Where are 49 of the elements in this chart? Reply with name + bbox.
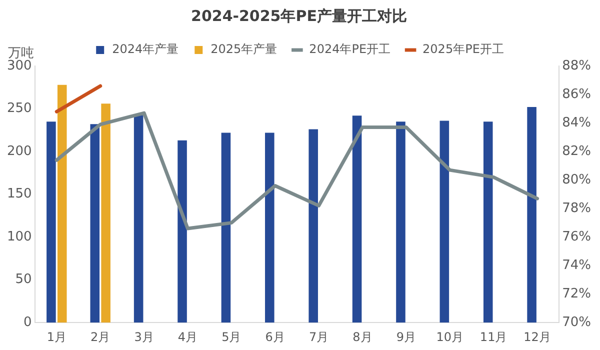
bar	[178, 140, 187, 323]
bar	[396, 122, 406, 323]
bar	[134, 114, 144, 323]
legend-label: 2025年产量	[210, 42, 278, 56]
x-tick-label: 9月	[396, 330, 416, 344]
x-tick-label: 1月	[46, 330, 66, 344]
x-tick-label: 2月	[90, 330, 110, 344]
bar	[308, 129, 318, 323]
y-axis-title: 万吨	[8, 46, 34, 61]
bar	[440, 120, 450, 323]
x-tick-label: 11月	[480, 330, 508, 344]
y-tick-label: 0	[24, 314, 32, 330]
y2-tick-label: 72%	[562, 286, 592, 302]
bar	[352, 116, 362, 323]
y2-tick-label: 88%	[562, 58, 592, 74]
x-tick-label: 7月	[308, 330, 329, 344]
y-tick-label: 150	[6, 186, 32, 202]
y2-tick-label: 80%	[562, 172, 592, 188]
y-tick-label: 300	[6, 58, 32, 74]
y2-tick-label: 78%	[562, 200, 592, 216]
bar	[57, 84, 67, 323]
y-tick-label: 250	[6, 101, 32, 116]
x-tick-label: 12月	[524, 330, 551, 344]
bar	[101, 104, 110, 323]
legend-label: 2025年PE开工	[422, 42, 504, 56]
y2-tick-label: 76%	[562, 229, 592, 244]
legend-label: 2024年PE开工	[309, 42, 391, 56]
bar	[265, 132, 274, 323]
y-tick-label: 50	[15, 272, 32, 288]
x-tick-label: 6月	[265, 330, 285, 344]
x-tick-label: 3月	[134, 330, 154, 344]
legend-label: 2024年产量	[112, 42, 179, 56]
x-tick-label: 5月	[222, 330, 242, 344]
y-tick-label: 200	[6, 144, 32, 159]
y2-tick-label: 74%	[562, 258, 592, 273]
y2-tick-label: 82%	[562, 144, 592, 159]
chart-title: 2024-2025年PE产量开工对比	[191, 6, 407, 25]
bar	[221, 132, 231, 323]
x-tick-label: 4月	[178, 330, 198, 344]
x-tick-label: 8月	[352, 330, 372, 344]
bar	[90, 124, 100, 323]
bar	[483, 122, 493, 323]
x-tick-label: 10月	[436, 330, 464, 344]
bar	[46, 122, 56, 323]
bar	[527, 107, 536, 323]
y2-tick-label: 70%	[562, 314, 592, 330]
y-tick-label: 100	[6, 229, 32, 244]
y2-tick-label: 86%	[562, 86, 592, 102]
y2-tick-label: 84%	[562, 115, 592, 130]
